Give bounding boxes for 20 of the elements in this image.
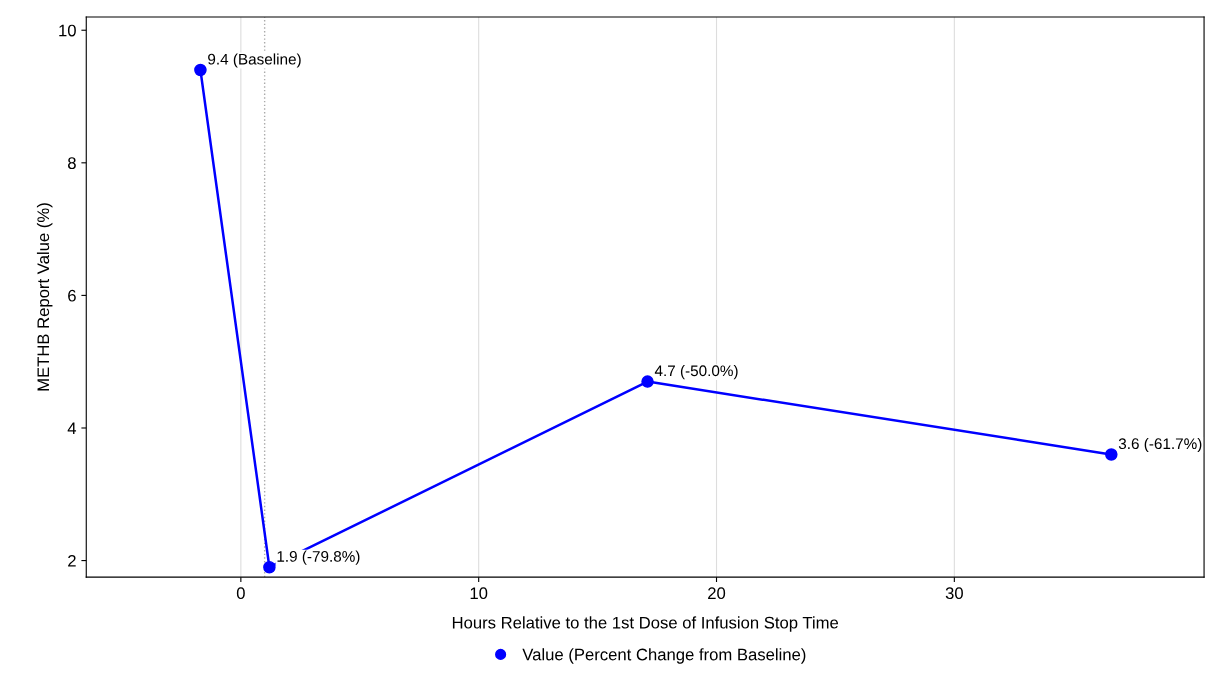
point: [641, 375, 654, 388]
y-axis-title: METHB Report Value (%): [36, 203, 53, 391]
y-tick-label: 4: [67, 422, 77, 435]
point: [263, 560, 276, 574]
x-tick-label: 20: [708, 587, 726, 600]
x-tick-label: 0: [236, 587, 245, 600]
annotation: 3.6 (-61.7%): [1118, 437, 1202, 453]
x-tick-label: 10: [470, 587, 488, 600]
annotation: 1.9 (-79.8%): [277, 550, 360, 565]
y-tick-label: 2: [68, 554, 76, 567]
annotation: 4.7 (-50.0%): [654, 364, 738, 380]
annotation: 9.4 (Baseline): [208, 53, 301, 68]
y-tick-label: 8: [68, 157, 76, 170]
y-tick-label: 10: [59, 24, 76, 37]
point: [194, 63, 207, 77]
x-tick-label: 30: [945, 587, 963, 600]
legend-label: Value (Percent Change from Baseline): [522, 648, 806, 664]
y-tick-label: 6: [68, 289, 76, 302]
point: [1105, 448, 1118, 461]
x-axis-title: Hours Relative to the 1st Dose of Infusion Stop Time: [452, 616, 839, 632]
